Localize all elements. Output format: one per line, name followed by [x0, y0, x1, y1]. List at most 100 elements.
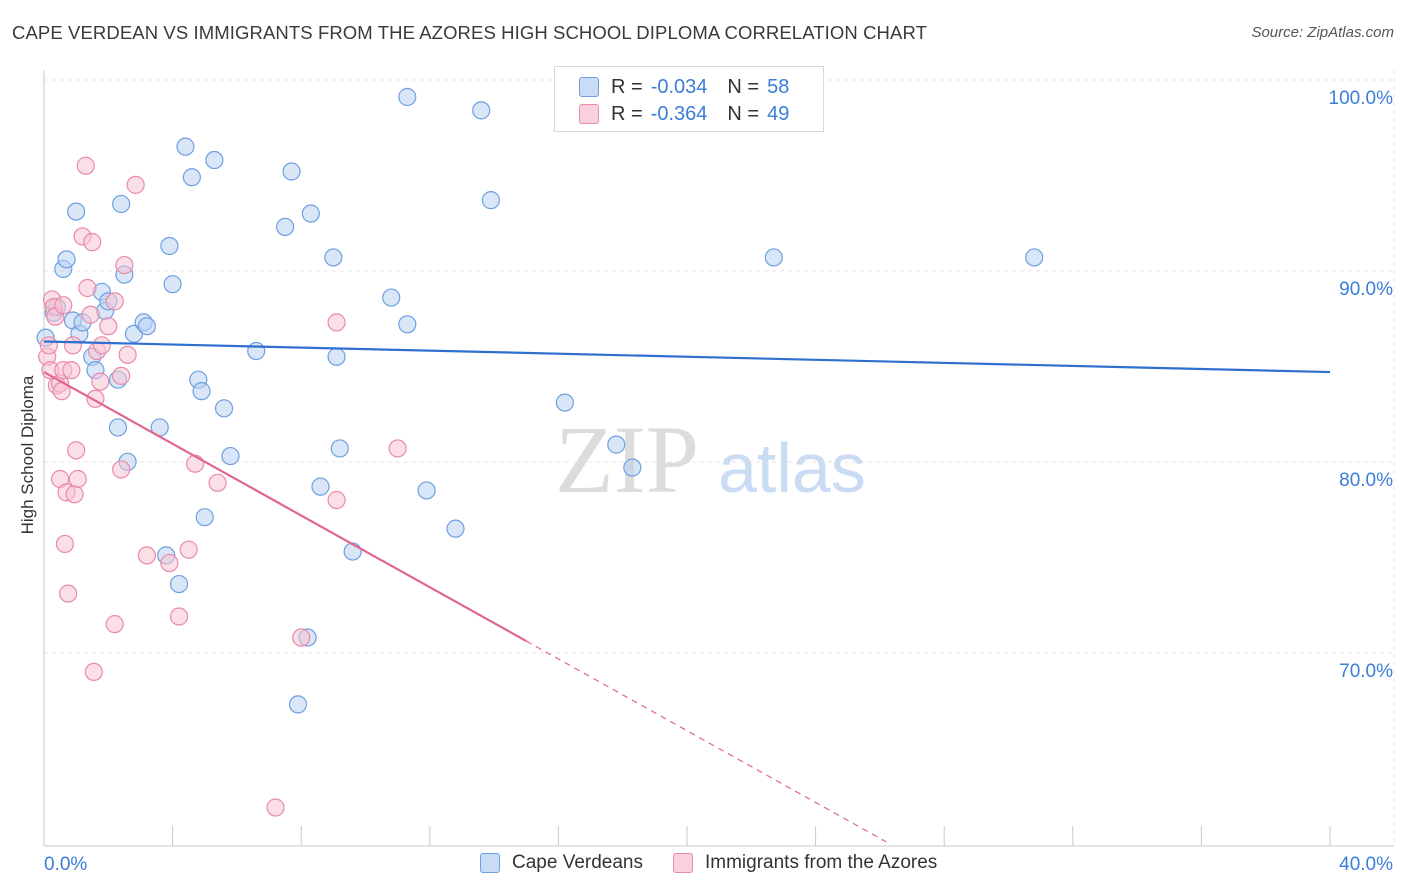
- cape-verdeans-point: [343, 542, 362, 561]
- azores-points: [38, 156, 407, 817]
- legend-swatch-blue: [579, 77, 599, 97]
- cape-verdeans-point: [1025, 248, 1044, 267]
- cape-verdeans-point: [169, 574, 189, 594]
- cape-verdeans-point: [398, 87, 417, 107]
- azores-point: [65, 485, 84, 504]
- trend-lines: [43, 340, 1331, 843]
- legend-label-cape-verdeans: Cape Verdeans: [512, 852, 643, 873]
- azores-point: [266, 798, 285, 817]
- cape-verdeans-point: [182, 168, 201, 187]
- cape-verdeans-point: [382, 288, 401, 307]
- cape-verdeans-point: [288, 695, 308, 714]
- azores-point: [112, 366, 131, 385]
- cape-verdeans-point: [137, 317, 156, 336]
- cape-verdeans-point: [221, 446, 240, 466]
- legend-n-value: 58: [767, 75, 790, 98]
- cape-verdeans-point: [214, 399, 234, 418]
- cape-verdeans-point: [276, 217, 295, 236]
- x-tick-label: 0.0%: [44, 854, 87, 875]
- cape-verdeans-point: [324, 248, 343, 267]
- legend-row-cape-verdeans: R = -0.034 N = 58: [579, 74, 789, 100]
- azores-point: [118, 345, 137, 364]
- y-tick-label: 100.0%: [1329, 88, 1394, 109]
- legend-r-label: R =: [611, 75, 643, 98]
- cape-verdeans-point: [205, 150, 224, 170]
- azores-point: [388, 439, 407, 458]
- legend-label-azores: Immigrants from the Azores: [705, 852, 938, 873]
- azores-point: [78, 278, 97, 298]
- cape-verdeans-point: [472, 101, 491, 120]
- legend-row-azores: R = -0.364 N = 49: [579, 101, 789, 127]
- trend-line-azores: [43, 371, 527, 643]
- azores-point: [186, 454, 205, 473]
- series-legend: Cape Verdeans Immigrants from the Azores: [480, 852, 967, 874]
- cape-verdeans-point: [57, 250, 76, 269]
- cape-verdeans-point: [247, 341, 266, 361]
- cape-verdeans-point: [160, 236, 179, 256]
- legend-item-cape-verdeans[interactable]: Cape Verdeans: [480, 852, 643, 874]
- cape-verdeans-point: [192, 382, 211, 401]
- cape-verdeans-point: [623, 458, 642, 477]
- azores-point: [105, 615, 124, 634]
- y-tick-label: 80.0%: [1339, 470, 1393, 491]
- cape-verdeans-point: [282, 162, 301, 181]
- azores-point: [292, 628, 311, 647]
- legend-n-label: N =: [727, 102, 760, 125]
- cape-verdeans-point: [398, 315, 417, 334]
- legend-r-value: -0.364: [650, 102, 708, 125]
- watermark: ZIP atlas: [555, 406, 866, 513]
- cape-verdeans-point: [417, 481, 436, 500]
- azores-point: [59, 584, 78, 603]
- legend-swatch-pink: [579, 104, 599, 124]
- legend-n-value: 49: [767, 102, 790, 125]
- cape-verdeans-point: [330, 439, 349, 458]
- source-label: Source: ZipAtlas.com: [1251, 24, 1394, 41]
- axes: [43, 70, 1394, 847]
- cape-verdeans-point: [481, 191, 500, 210]
- cape-verdeans-point: [108, 418, 128, 437]
- azores-point: [68, 469, 87, 489]
- azores-point: [115, 255, 134, 275]
- cape-verdeans-point: [301, 204, 320, 223]
- azores-point: [84, 662, 103, 682]
- watermark-zip: ZIP: [555, 406, 699, 513]
- cape-verdeans-point: [311, 477, 330, 496]
- azores-point: [208, 473, 227, 492]
- azores-point: [105, 292, 124, 311]
- trend-line-azores-extrapolated: [525, 640, 887, 843]
- legend-item-azores[interactable]: Immigrants from the Azores: [673, 852, 937, 874]
- azores-point: [112, 460, 131, 479]
- azores-point: [92, 336, 111, 355]
- cape-verdeans-point: [163, 275, 182, 294]
- azores-point: [39, 336, 58, 355]
- cape-verdeans-point: [112, 194, 131, 214]
- cape-verdeans-point: [555, 393, 574, 412]
- legend-n-label: N =: [727, 75, 760, 98]
- cape-verdeans-point: [607, 435, 626, 454]
- trend-line-cape-verdeans: [43, 340, 1331, 374]
- tick-labels: 70.0% 80.0% 90.0% 100.0% 0.0% 40.0%: [44, 88, 1393, 875]
- legend-r-value: -0.034: [650, 75, 708, 98]
- azores-point: [76, 156, 95, 175]
- azores-point: [137, 546, 156, 565]
- cape-verdeans-point: [176, 137, 195, 156]
- azores-point: [160, 553, 179, 573]
- legend-r-label: R =: [611, 102, 643, 125]
- azores-point: [169, 607, 189, 626]
- azores-point: [81, 305, 100, 324]
- azores-point: [54, 296, 73, 315]
- azores-point: [327, 490, 346, 510]
- azores-point: [83, 233, 102, 252]
- azores-point: [327, 313, 346, 332]
- azores-point: [62, 361, 81, 380]
- y-tick-label: 90.0%: [1339, 279, 1393, 300]
- watermark-atlas: atlas: [718, 429, 866, 507]
- azores-point: [67, 441, 86, 460]
- azores-point: [63, 336, 83, 355]
- cape-verdeans-point: [327, 347, 346, 366]
- correlation-legend: R = -0.034 N = 58 R = -0.364 N = 49: [554, 66, 824, 132]
- cape-verdeans-point: [446, 519, 465, 538]
- azores-point: [126, 175, 145, 194]
- legend-swatch-blue: [480, 853, 500, 873]
